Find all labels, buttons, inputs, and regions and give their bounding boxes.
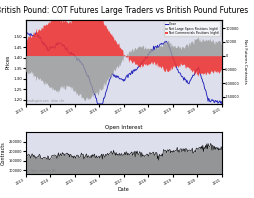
- Y-axis label: Net Futures Contracts: Net Futures Contracts: [242, 39, 246, 84]
- Title: Open Interest: Open Interest: [104, 126, 142, 130]
- Y-axis label: Contracts: Contracts: [1, 141, 6, 165]
- Legend: Close, Net Large Specs Positions (right), Net Commercials Positions (right): Close, Net Large Specs Positions (right)…: [164, 21, 219, 36]
- Text: British Pound: COT Futures Large Traders vs British Pound Futures: British Pound: COT Futures Large Traders…: [0, 6, 248, 15]
- Y-axis label: Prices: Prices: [6, 55, 10, 69]
- Text: — Open Interest All: — Open Interest All: [27, 169, 56, 173]
- X-axis label: Date: Date: [117, 187, 129, 192]
- Text: tradingster.com   data: cftc: tradingster.com data: cftc: [27, 99, 65, 103]
